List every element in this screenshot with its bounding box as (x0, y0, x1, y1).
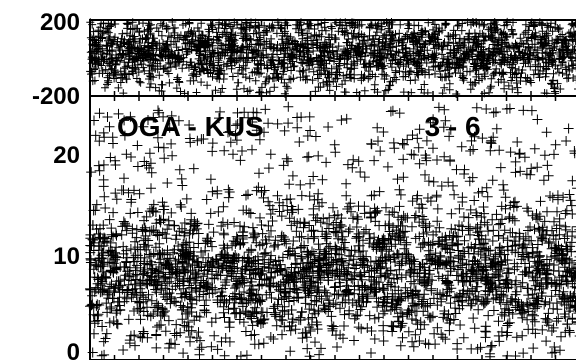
amplitude-ytick-10-label: 10 (53, 243, 80, 270)
phase-points (86, 17, 576, 98)
x-tick-marks (113, 96, 557, 360)
amplitude-ytick-20-label: 20 (53, 142, 80, 169)
baseline-annotation: OGA - KUS (117, 111, 264, 142)
amplitude-points (85, 101, 576, 360)
amplitude-panel: 20 10 0 OGA - KUS 3 - 6 (53, 95, 576, 360)
phase-ticks (113, 20, 557, 96)
x-tick-marks (113, 20, 557, 96)
frequency-annotation: 3 - 6 (425, 111, 481, 142)
amplitude-ticks (113, 96, 557, 360)
phase-ytick-bottom-label: -200 (32, 83, 80, 110)
phase-panel: 200 -200 (32, 9, 576, 110)
phase-ytick-top-label: 200 (40, 9, 80, 36)
amplitude-data-markers (85, 101, 576, 360)
amplitude-ytick-0-label: 0 (67, 339, 80, 360)
phase-data-markers (86, 17, 576, 98)
